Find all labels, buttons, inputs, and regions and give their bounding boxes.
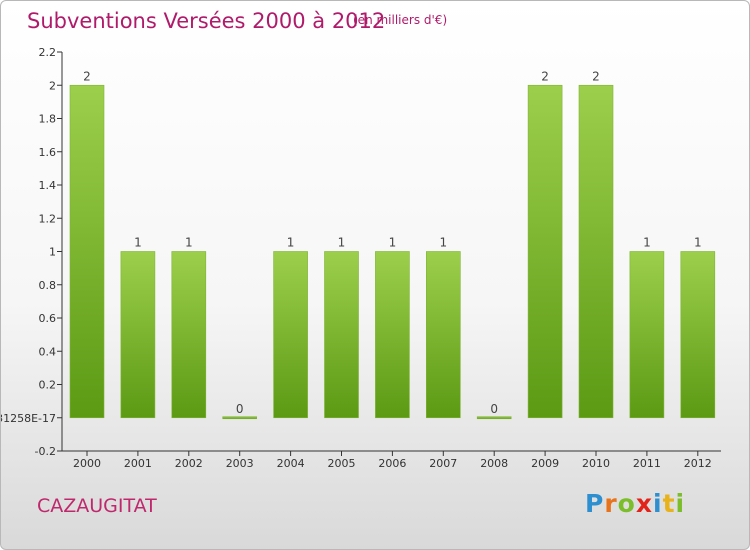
y-tick-label: 1.8 <box>39 113 57 126</box>
data-label: 2 <box>592 69 600 83</box>
logo-letter: t <box>662 489 676 518</box>
logo-letter: o <box>617 489 636 518</box>
bar-2012 <box>680 251 716 419</box>
data-label: 1 <box>134 236 142 250</box>
bar-2005 <box>324 251 359 419</box>
logo-letter: i <box>653 489 663 518</box>
data-label: 1 <box>389 236 397 250</box>
y-tick-label: 1 <box>49 246 56 259</box>
bar-2004 <box>273 251 308 419</box>
x-tick-label: 2006 <box>378 457 406 470</box>
place-name: CAZAUGITAT <box>37 495 157 517</box>
logo-letter: x <box>635 489 653 518</box>
data-label: 1 <box>287 236 295 250</box>
bar-2006 <box>375 251 410 419</box>
bar-2010 <box>578 84 614 419</box>
y-tick-label: 1.2 <box>39 212 57 225</box>
x-tick-label: 2010 <box>582 457 610 470</box>
chart-title: Subventions Versées 2000 à 2012 <box>27 9 386 33</box>
x-tick-label: 2002 <box>175 457 203 470</box>
y-tick-label: 0.8 <box>39 279 57 292</box>
x-tick-label: 2005 <box>328 457 356 470</box>
data-label: 1 <box>439 236 447 250</box>
chart-unit: (en milliers d'€) <box>353 13 448 27</box>
x-tick-label: 2000 <box>73 457 101 470</box>
data-label: 1 <box>338 236 346 250</box>
y-tick-label: 1.6 <box>39 146 57 159</box>
y-tick-label: 2 <box>49 79 56 92</box>
logo-letter: i <box>675 489 686 518</box>
y-tick-label: 2.2 <box>39 46 57 59</box>
x-tick-label: 2011 <box>633 457 661 470</box>
y-tick-label: 0.4 <box>39 345 57 358</box>
y-tick-label: 1.4 <box>39 179 57 192</box>
x-tick-label: 2007 <box>429 457 457 470</box>
data-label: 0 <box>490 402 498 416</box>
x-tick-label: 2004 <box>277 457 305 470</box>
y-tick-label: -0.2 <box>35 445 56 458</box>
proxiti-logo: Proxiti <box>585 489 685 518</box>
x-tick-label: 2012 <box>684 457 712 470</box>
bar-2007 <box>425 251 461 419</box>
y-tick-label: 0.6 <box>39 312 57 325</box>
bar-2001 <box>120 251 156 419</box>
data-label: 0 <box>236 402 244 416</box>
bar-2009 <box>527 84 563 419</box>
data-label: 1 <box>643 236 651 250</box>
logo-letter: r <box>604 489 618 518</box>
x-tick-label: 2009 <box>531 457 559 470</box>
bar-2000 <box>69 84 105 419</box>
data-label: 1 <box>694 236 702 250</box>
bar-2011 <box>629 251 665 419</box>
data-label: 2 <box>541 69 549 83</box>
data-label: 2 <box>83 69 91 83</box>
x-tick-label: 2001 <box>124 457 152 470</box>
data-label: 1 <box>185 236 193 250</box>
y-tick-label: 0.2 <box>39 379 57 392</box>
bar-2008 <box>476 416 512 420</box>
x-tick-label: 2008 <box>480 457 508 470</box>
bar-2002 <box>171 251 207 419</box>
x-tick-label: 2003 <box>226 457 254 470</box>
bar-2003 <box>222 416 257 420</box>
y-tick-label: -5.5511151231258E-17 <box>1 412 56 425</box>
logo-letter: P <box>585 489 605 518</box>
